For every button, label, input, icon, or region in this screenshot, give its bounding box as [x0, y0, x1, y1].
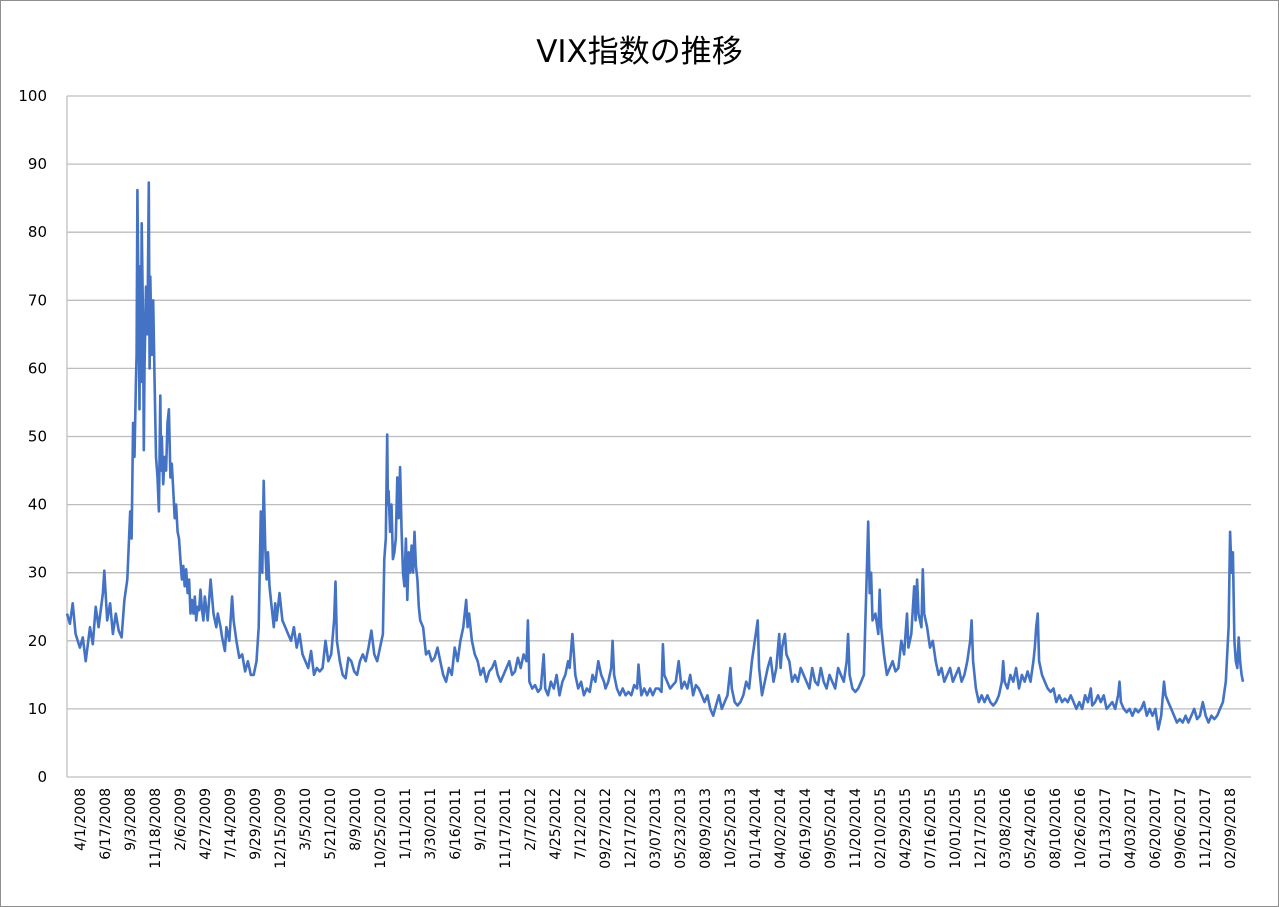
x-tick-label: 03/08/2016 [998, 788, 1014, 869]
y-tick-label: 50 [28, 428, 47, 446]
x-tick-label: 06/19/2014 [798, 788, 814, 869]
x-tick-label: 04/03/2017 [1123, 788, 1139, 869]
x-tick-label: 01/13/2017 [1098, 788, 1114, 869]
x-tick-label: 9/1/2011 [473, 788, 489, 851]
y-axis: 0 10 20 30 40 50 60 70 80 90 100 [18, 87, 47, 786]
y-tick-label: 40 [28, 496, 47, 514]
x-tick-label: 3/5/2010 [298, 788, 314, 851]
x-tick-label: 10/26/2016 [1073, 788, 1089, 869]
x-tick-label: 12/17/2012 [623, 788, 639, 869]
x-tick-label: 04/29/2015 [898, 788, 914, 869]
x-tick-label: 8/9/2010 [348, 788, 364, 851]
x-tick-label: 10/25/2010 [373, 788, 389, 869]
chart-title: VIX指数の推移 [536, 34, 743, 70]
x-tick-label: 09/27/2012 [598, 788, 614, 869]
y-tick-label: 80 [28, 223, 47, 241]
gridlines [66, 95, 1251, 778]
x-tick-label: 04/02/2014 [773, 788, 789, 869]
y-tick-label: 100 [18, 87, 47, 105]
x-tick-label: 4/27/2009 [198, 788, 214, 860]
x-tick-label: 5/21/2010 [323, 788, 339, 860]
y-tick-label: 0 [37, 768, 47, 786]
x-tick-label: 09/05/2014 [823, 788, 839, 869]
x-tick-label: 9/29/2009 [248, 788, 264, 860]
x-tick-label: 11/18/2008 [148, 788, 164, 869]
x-tick-label: 7/12/2012 [573, 788, 589, 860]
x-tick-label: 7/14/2009 [223, 788, 239, 860]
x-tick-label: 03/07/2013 [648, 788, 664, 869]
x-tick-label: 01/14/2014 [748, 788, 764, 869]
y-tick-label: 20 [28, 632, 47, 650]
x-tick-label: 07/16/2015 [923, 788, 939, 869]
x-tick-label: 05/24/2016 [1023, 788, 1039, 869]
x-tick-label: 1/11/2011 [398, 788, 414, 860]
x-tick-label: 12/15/2009 [273, 788, 289, 869]
y-tick-label: 60 [28, 359, 47, 377]
x-tick-label: 10/25/2013 [723, 788, 739, 869]
x-tick-label: 11/21/2017 [1198, 788, 1214, 869]
x-tick-label: 11/17/2011 [498, 788, 514, 869]
x-tick-label: 12/17/2015 [973, 788, 989, 869]
x-tick-label: 9/3/2008 [123, 788, 139, 851]
x-tick-label: 2/6/2009 [173, 788, 189, 851]
x-tick-label: 3/30/2011 [423, 788, 439, 860]
x-tick-label: 09/06/2017 [1173, 788, 1189, 869]
x-axis: 4/1/2008 6/17/2008 9/3/2008 11/18/2008 2/6/2… [73, 788, 1239, 869]
y-tick-label: 70 [28, 291, 47, 309]
x-tick-label: 02/10/2015 [873, 788, 889, 869]
x-tick-label: 02/09/2018 [1223, 788, 1239, 869]
x-tick-label: 08/10/2016 [1048, 788, 1064, 869]
y-tick-label: 10 [28, 700, 47, 718]
x-tick-label: 05/23/2013 [673, 788, 689, 869]
x-tick-label: 11/20/2014 [848, 788, 864, 869]
y-tick-label: 90 [28, 155, 47, 173]
x-tick-label: 10/01/2015 [948, 788, 964, 869]
x-tick-label: 4/25/2012 [548, 788, 564, 860]
x-tick-label: 08/09/2013 [698, 788, 714, 869]
x-tick-label: 6/17/2008 [98, 788, 114, 860]
x-tick-label: 06/20/2017 [1148, 788, 1164, 869]
x-tick-label: 6/16/2011 [448, 788, 464, 860]
x-tick-label: 2/7/2012 [523, 788, 539, 851]
vix-series-line [65, 181, 1245, 731]
y-tick-label: 30 [28, 564, 47, 582]
x-tick-label: 4/1/2008 [73, 788, 89, 851]
